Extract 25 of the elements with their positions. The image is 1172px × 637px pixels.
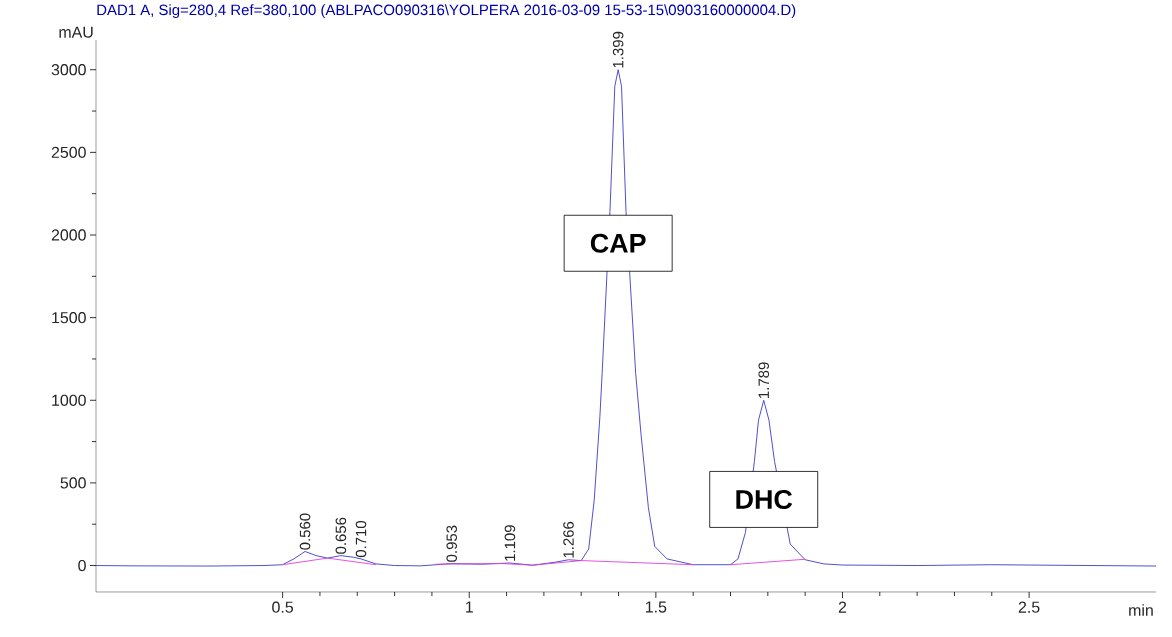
- y-axis-title: mAU: [59, 26, 93, 38]
- x-tick-label: 0.5: [272, 601, 294, 613]
- annotation: 0.656: [335, 517, 347, 554]
- y-tick-label: 0: [78, 559, 86, 572]
- x-axis-title: min: [1129, 604, 1153, 616]
- annotation: 1.109: [504, 525, 516, 561]
- y-tick-label: 1000: [52, 394, 86, 406]
- x-tick-label: 1: [466, 601, 473, 613]
- y-tick-label: 1500: [52, 312, 86, 324]
- x-tick-label: 2.5: [1018, 601, 1040, 613]
- chart-title: DAD1 A, Sig=280,4 Ref=380,100 (ABLPACO090316\YOLPERA 2016-03-09 15-53-15\0903160000004.D): [97, 4, 796, 19]
- annotation: 0.560: [299, 513, 311, 550]
- annotation: CAP: [590, 233, 646, 253]
- annotation: 1.266: [563, 521, 574, 558]
- annotation: 0.953: [446, 525, 457, 562]
- annotation: 0.710: [355, 520, 367, 558]
- y-tick-label: 3000: [51, 64, 86, 76]
- y-tick-label: 2500: [51, 146, 86, 159]
- y-tick-label: 500: [60, 477, 86, 489]
- y-tick-label: 2000: [51, 229, 86, 241]
- annotation: 1.399: [612, 31, 624, 68]
- x-tick-label: 2: [838, 601, 847, 613]
- annotation: 1.789: [758, 362, 770, 398]
- annotation: DHC: [736, 489, 793, 509]
- x-tick-label: 1.5: [646, 601, 667, 613]
